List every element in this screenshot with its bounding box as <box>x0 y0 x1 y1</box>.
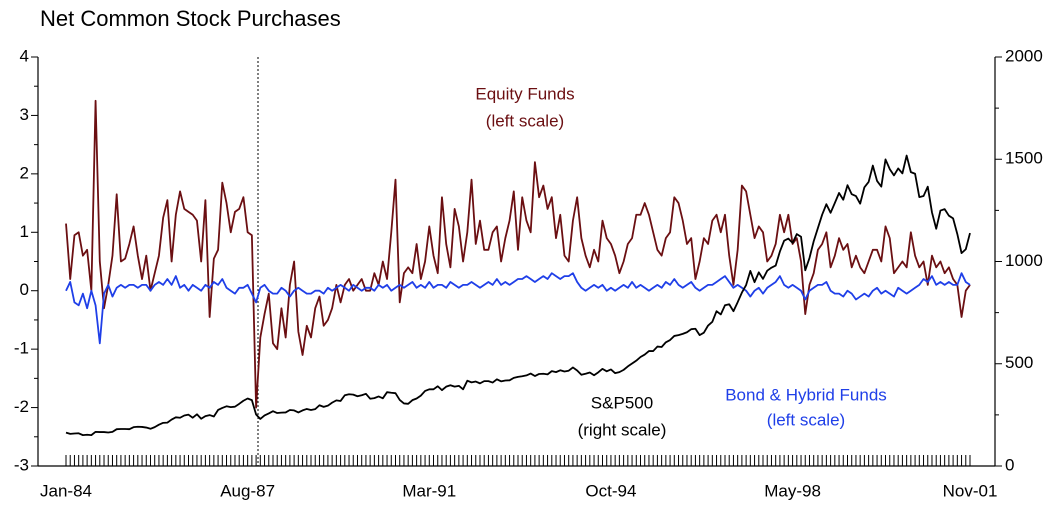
annotation: (right scale) <box>578 420 667 439</box>
x-tick-label: May-98 <box>764 481 821 500</box>
y-tick-label: -1 <box>14 339 29 358</box>
x-tick-label: Oct-94 <box>585 481 636 500</box>
y2-tick-label: 0 <box>1005 455 1014 474</box>
series-line <box>65 272 971 345</box>
x-tick-label: Aug-87 <box>220 481 275 500</box>
y-tick-label: -3 <box>14 455 29 474</box>
y-tick-label: 1 <box>20 222 29 241</box>
x-tick-label: Mar-91 <box>402 481 456 500</box>
annotation: (left scale) <box>767 410 845 429</box>
y-tick-label: 4 <box>20 46 29 65</box>
x-tick-label: Nov-01 <box>943 481 998 500</box>
annotation: Bond & Hybrid Funds <box>725 385 887 404</box>
series-line <box>65 154 971 437</box>
y2-tick-label: 2000 <box>1005 46 1043 65</box>
y-tick-label: 2 <box>20 163 29 182</box>
x-tick-label: Jan-84 <box>40 481 92 500</box>
chart-title: Net Common Stock Purchases <box>40 6 341 31</box>
annotation: S&P500 <box>591 393 653 412</box>
annotation: Equity Funds <box>475 84 574 103</box>
y-tick-label: 0 <box>20 280 29 299</box>
y2-tick-label: 1000 <box>1005 251 1043 270</box>
y2-tick-label: 500 <box>1005 353 1033 372</box>
series-line <box>65 99 971 409</box>
y-tick-label: -2 <box>14 397 29 416</box>
y-tick-label: 3 <box>20 105 29 124</box>
y2-tick-label: 1500 <box>1005 149 1043 168</box>
annotation: (left scale) <box>486 111 564 130</box>
